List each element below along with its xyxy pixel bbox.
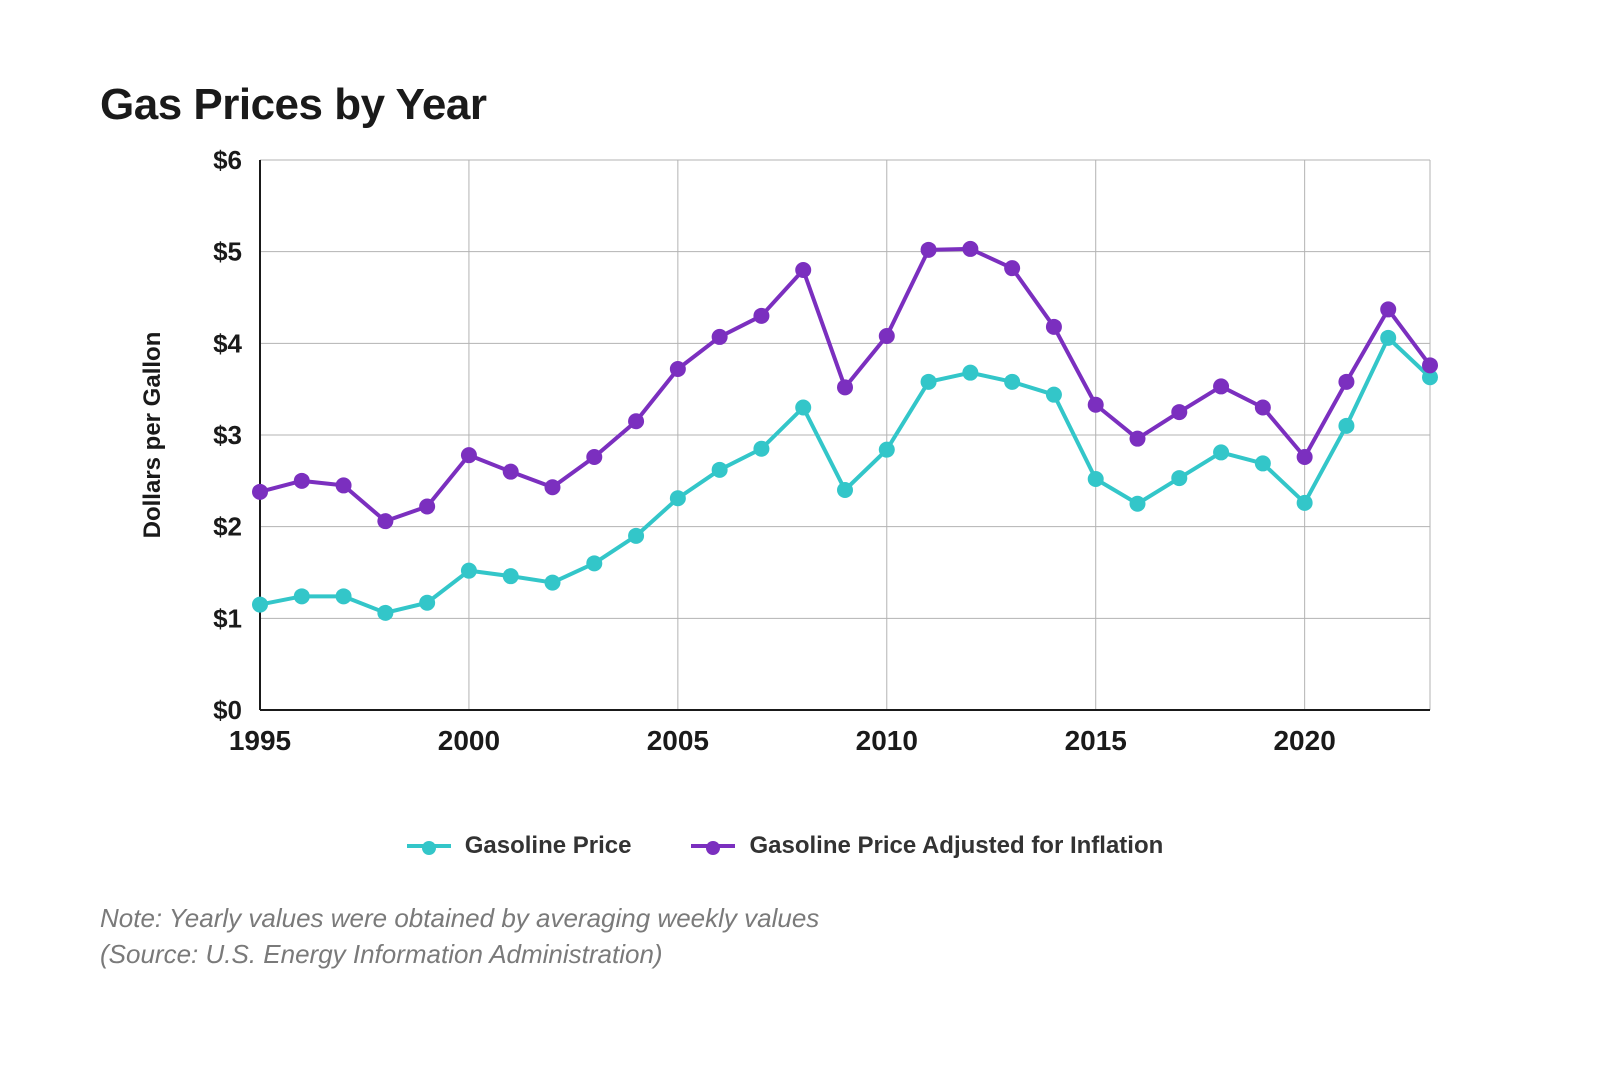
svg-text:$6: $6 [213,145,242,175]
footnote-line-1: Note: Yearly values were obtained by ave… [100,900,1514,936]
chart-container: $0 $1 $2 $3 $4 $5 $6 1995 2000 2005 2010 2015 2020 Do… [110,140,1460,860]
svg-text:1995: 1995 [229,725,291,756]
svg-text:2005: 2005 [647,725,709,756]
legend-item: Gasoline Price Adjusted for Inflation [691,832,1163,860]
svg-text:$5: $5 [213,237,242,267]
gas-price-line-chart: $0 $1 $2 $3 $4 $5 $6 1995 2000 2005 2010 2015 2020 Do… [110,140,1460,860]
legend-item: Gasoline Price [407,832,632,860]
chart-page: Gas Prices by Year $0 $1 $2 $3 $4 $5 $6 1995 200… [0,0,1614,1092]
legend-label: Gasoline Price Adjusted for Inflation [749,832,1163,860]
svg-text:$2: $2 [213,512,242,542]
chart-footnote: Note: Yearly values were obtained by ave… [100,900,1514,973]
footnote-line-2: (Source: U.S. Energy Information Adminis… [100,936,1514,972]
legend-swatch [407,844,451,848]
svg-text:Dollars per Gallon: Dollars per Gallon [139,332,166,539]
svg-text:2020: 2020 [1273,725,1335,756]
svg-text:$0: $0 [213,695,242,725]
svg-text:$1: $1 [213,603,242,633]
chart-legend: Gasoline Price Gasoline Price Adjusted fo… [110,832,1460,860]
chart-title: Gas Prices by Year [100,80,1514,130]
svg-text:2000: 2000 [438,725,500,756]
legend-label: Gasoline Price [465,832,632,860]
legend-swatch [691,844,735,848]
svg-text:$3: $3 [213,420,242,450]
svg-text:2015: 2015 [1065,725,1127,756]
svg-text:2010: 2010 [856,725,918,756]
svg-text:$4: $4 [213,328,242,358]
